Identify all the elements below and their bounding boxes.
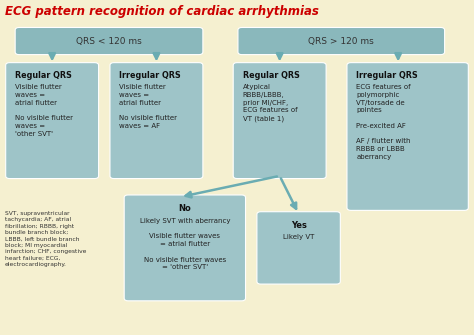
Text: Irregular QRS: Irregular QRS [119, 71, 181, 80]
Text: Yes: Yes [291, 221, 307, 230]
Text: SVT, supraventricular
tachycardia; AF, atrial
fibrillation; RBBB, right
bundle b: SVT, supraventricular tachycardia; AF, a… [5, 211, 86, 267]
FancyBboxPatch shape [110, 63, 203, 179]
Text: QRS < 120 ms: QRS < 120 ms [76, 37, 142, 46]
Text: Visible flutter
waves =
atrial flutter

No visible flutter
waves =
'other SVT': Visible flutter waves = atrial flutter N… [15, 84, 73, 137]
FancyBboxPatch shape [233, 63, 326, 179]
FancyBboxPatch shape [15, 27, 203, 55]
FancyBboxPatch shape [347, 63, 468, 210]
Text: Likely VT: Likely VT [283, 234, 314, 241]
Text: ECG features of
polymorphic
VT/torsade de
pointes

Pre-excited AF

AF / flutter : ECG features of polymorphic VT/torsade d… [356, 84, 411, 160]
Text: Irregular QRS: Irregular QRS [356, 71, 418, 80]
Text: Visible flutter
waves =
atrial flutter

No visible flutter
waves = AF: Visible flutter waves = atrial flutter N… [119, 84, 177, 129]
Text: Regular QRS: Regular QRS [15, 71, 72, 80]
Text: Atypical
RBBB/LBBB,
prior MI/CHF,
ECG features of
VT (table 1): Atypical RBBB/LBBB, prior MI/CHF, ECG fe… [243, 84, 297, 122]
FancyBboxPatch shape [6, 63, 99, 179]
Text: Regular QRS: Regular QRS [243, 71, 300, 80]
FancyBboxPatch shape [124, 195, 246, 301]
Text: No: No [179, 204, 191, 213]
Text: QRS > 120 ms: QRS > 120 ms [309, 37, 374, 46]
Text: Likely SVT with aberrancy

Visible flutter waves
= atrial flutter

No visible fl: Likely SVT with aberrancy Visible flutte… [140, 218, 230, 270]
FancyBboxPatch shape [238, 27, 445, 55]
Text: ECG pattern recognition of cardiac arrhythmias: ECG pattern recognition of cardiac arrhy… [5, 5, 319, 18]
FancyBboxPatch shape [257, 212, 340, 284]
